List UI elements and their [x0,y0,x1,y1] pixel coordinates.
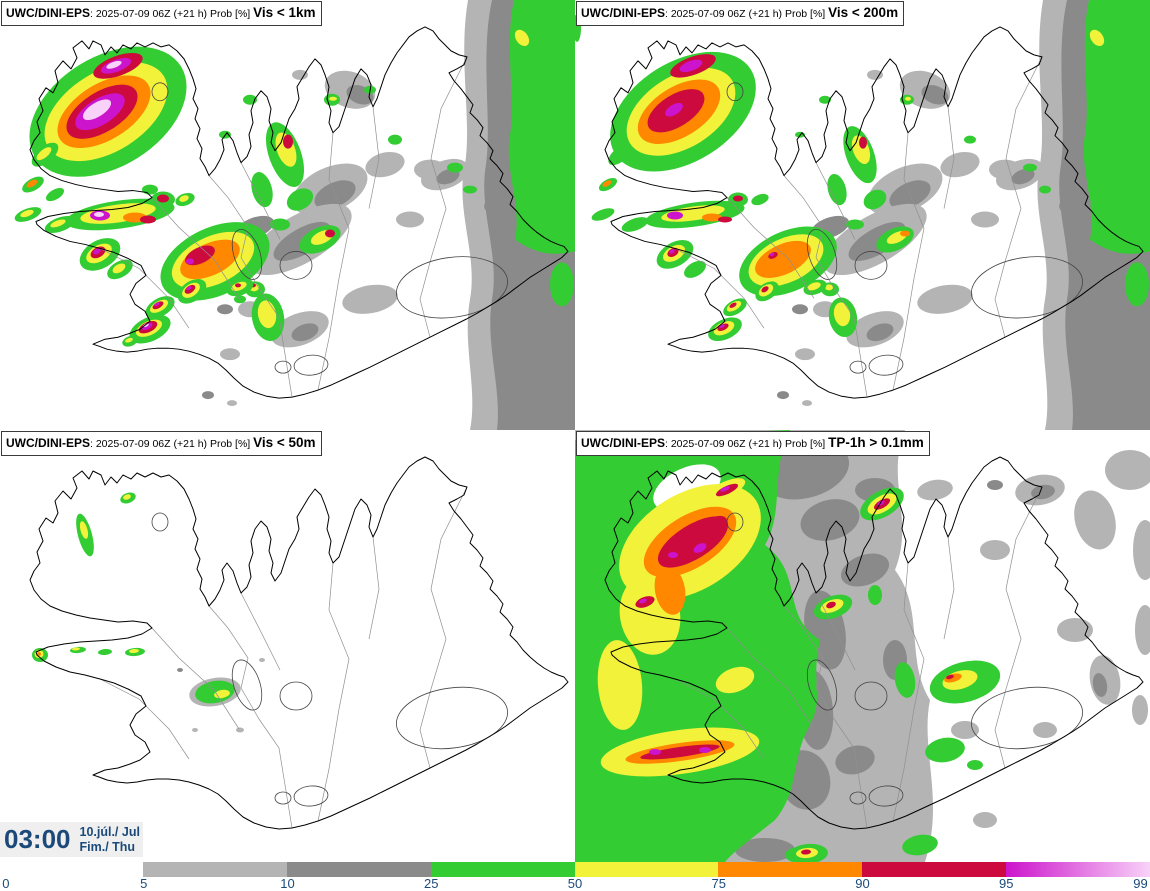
variable-label: Vis < 1km [253,5,316,20]
run-info: : 2025-07-09 06Z (+21 h) Prob [%] [90,8,254,20]
map-panel-vis-50m: UWC/DINI-EPS: 2025-07-09 06Z (+21 h) Pro… [0,430,575,862]
coastline-layer [604,456,1144,830]
colorbar-tick: 95 [999,876,1014,891]
colorbar-tick: 99 [1133,876,1148,891]
coastline-layer [29,26,569,399]
model-label: UWC/DINI-EPS [6,6,90,20]
colorbar-tick: 25 [424,876,439,891]
run-info: : 2025-07-09 06Z (+21 h) Prob [%] [665,8,829,20]
valid-date-line2: Fim./ Thu [79,839,136,854]
model-label: UWC/DINI-EPS [6,436,90,450]
colorbar-segment [574,862,719,877]
colorbar-tick: 90 [855,876,870,891]
map-panel-vis-1km: UWC/DINI-EPS: 2025-07-09 06Z (+21 h) Pro… [0,0,575,430]
iceland-map [575,430,1150,862]
panel-title: UWC/DINI-EPS: 2025-07-09 06Z (+21 h) Pro… [1,1,322,26]
probability-colorbar [143,862,1150,877]
colorbar-tick: 10 [280,876,295,891]
iceland-map [575,0,1150,430]
colorbar-segment [718,862,863,877]
iceland-map [14,0,575,430]
variable-label: Vis < 50m [253,435,316,450]
map-panel-vis-200m: UWC/DINI-EPS: 2025-07-09 06Z (+21 h) Pro… [575,0,1150,430]
probability-fields [14,0,575,430]
probability-fields [32,492,265,733]
colorbar-tick-labels: 0 5 10 25 50 75 90 95 99 [0,876,1150,891]
run-info: : 2025-07-09 06Z (+21 h) Prob [%] [665,438,829,450]
run-info: : 2025-07-09 06Z (+21 h) Prob [%] [90,438,254,450]
panel-title: UWC/DINI-EPS: 2025-07-09 06Z (+21 h) Pro… [1,431,322,456]
iceland-map [29,456,569,830]
panel-title: UWC/DINI-EPS: 2025-07-09 06Z (+21 h) Pro… [576,1,905,26]
colorbar-segment [143,862,287,877]
colorbar-segment [286,862,431,877]
coastline-layer [29,456,569,830]
probability-fields [575,0,1150,430]
model-label: UWC/DINI-EPS [581,436,665,450]
coastline-layer [604,26,1144,399]
model-label: UWC/DINI-EPS [581,6,665,20]
colorbar-segment [430,862,575,877]
probability-fields [575,430,1150,862]
variable-label: TP-1h > 0.1mm [828,435,924,450]
colorbar-segment [862,862,1007,877]
map-panel-precip: UWC/DINI-EPS: 2025-07-09 06Z (+21 h) Pro… [575,430,1150,862]
colorbar-segment [1006,862,1150,877]
valid-time: 03:00 [4,824,71,854]
colorbar-tick: 5 [140,876,148,891]
panel-title: UWC/DINI-EPS: 2025-07-09 06Z (+21 h) Pro… [576,431,930,456]
valid-date-line1: 10.júl./ Jul [79,825,140,840]
colorbar-tick: 50 [567,876,583,891]
colorbar-tick: 0 [2,876,10,891]
valid-time-box: 03:00 10.júl./ Jul Fim./ Thu [0,822,143,857]
variable-label: Vis < 200m [828,5,899,20]
colorbar-tick: 75 [711,876,726,891]
valid-date: 10.júl./ Jul Fim./ Thu [80,825,140,854]
